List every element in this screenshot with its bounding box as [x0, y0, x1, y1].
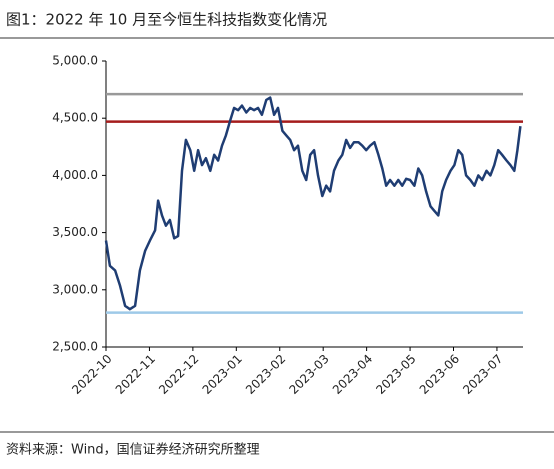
- x-tick-label: 2023-01: [200, 352, 245, 397]
- x-tick-label: 2023-03: [286, 352, 331, 397]
- x-tick-label: 2022-12: [156, 352, 201, 397]
- x-tick-label: 2023-05: [373, 352, 418, 397]
- chart-title: 图1：2022 年 10 月至今恒生科技指数变化情况: [6, 11, 327, 29]
- y-tick-label: 4,000.0: [52, 168, 98, 182]
- y-tick-label: 4,500.0: [52, 111, 98, 125]
- source: 资料来源：Wind，国信证券经济研究所整理: [6, 442, 260, 458]
- x-tick-label: 2023-04: [330, 352, 375, 397]
- y-tick-label: 5,000.0: [52, 54, 98, 68]
- x-tick-label: 2022-10: [69, 352, 114, 397]
- y-tick-label: 3,000.0: [52, 282, 98, 296]
- x-tick-label: 2023-02: [243, 352, 288, 397]
- series-line: [104, 96, 522, 311]
- x-tick-label: 2022-11: [113, 352, 158, 397]
- y-tick-label: 3,500.0: [52, 225, 98, 239]
- x-tick-label: 2023-06: [417, 352, 462, 397]
- y-tick-label: 2,500.0: [52, 340, 98, 354]
- x-tick-label: 2023-07: [460, 352, 505, 397]
